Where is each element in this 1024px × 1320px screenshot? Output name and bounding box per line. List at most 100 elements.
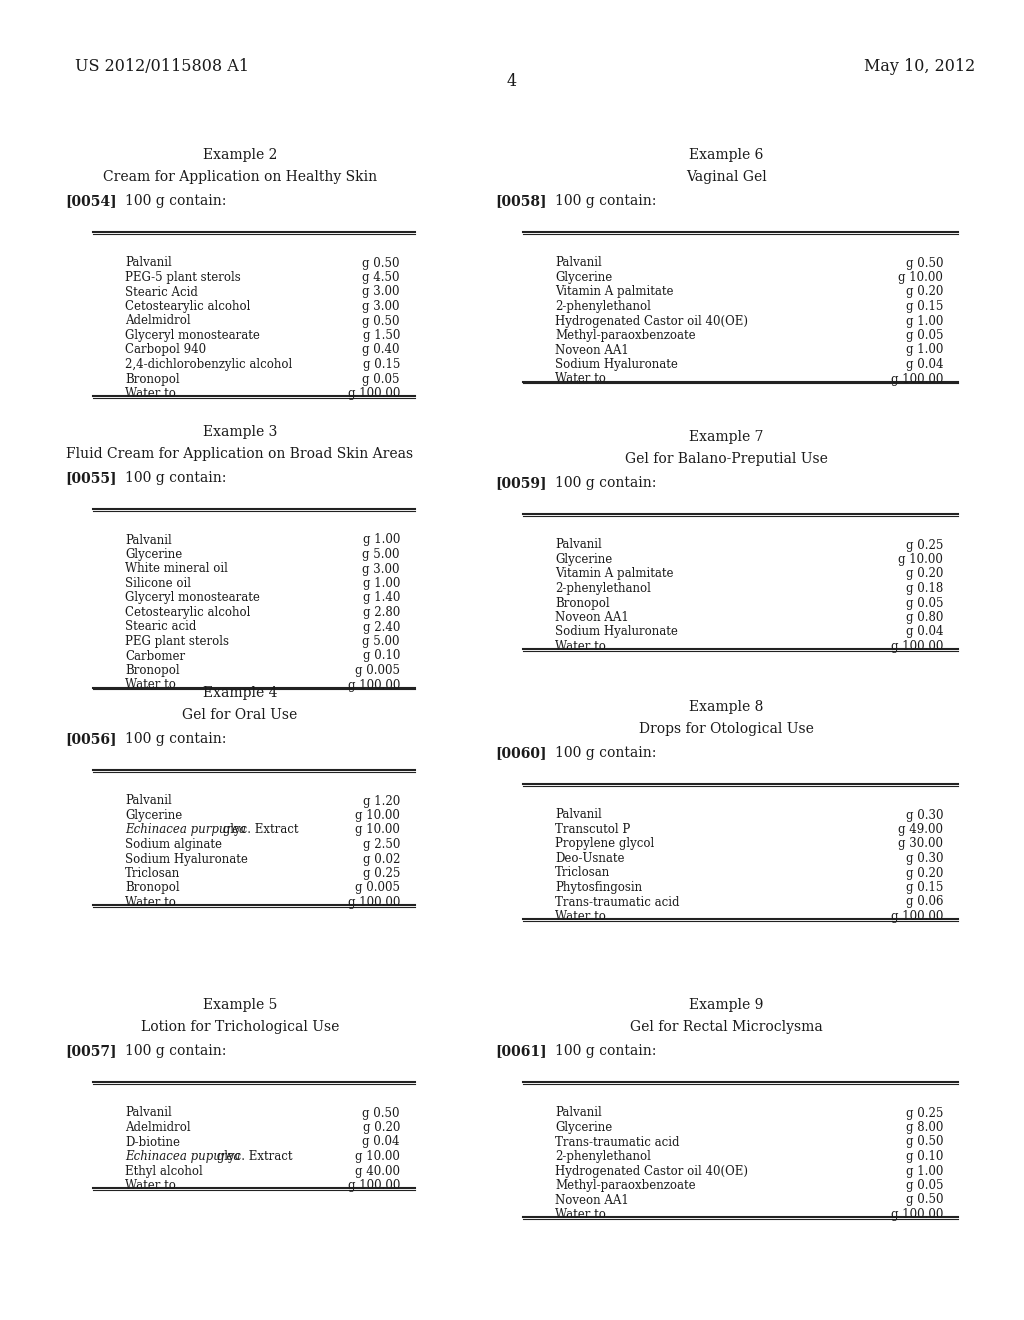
Text: Propylene glycol: Propylene glycol <box>555 837 654 850</box>
Text: g 0.04: g 0.04 <box>905 626 943 639</box>
Text: g 0.50: g 0.50 <box>905 1135 943 1148</box>
Text: Noveon AA1: Noveon AA1 <box>555 611 629 624</box>
Text: g 0.06: g 0.06 <box>905 895 943 908</box>
Text: Drops for Otological Use: Drops for Otological Use <box>639 722 814 737</box>
Text: 2-phenylethanol: 2-phenylethanol <box>555 300 651 313</box>
Text: May 10, 2012: May 10, 2012 <box>864 58 975 75</box>
Text: g 1.00: g 1.00 <box>362 577 400 590</box>
Text: g 0.50: g 0.50 <box>905 1193 943 1206</box>
Text: Sodium Hyaluronate: Sodium Hyaluronate <box>125 853 248 866</box>
Text: Bronopol: Bronopol <box>125 372 179 385</box>
Text: Methyl-paraoxbenzoate: Methyl-paraoxbenzoate <box>555 1179 695 1192</box>
Text: Bronopol: Bronopol <box>555 597 609 610</box>
Text: [0060]: [0060] <box>495 746 547 760</box>
Text: Example 4: Example 4 <box>203 686 278 700</box>
Text: g 0.50: g 0.50 <box>362 1106 400 1119</box>
Text: Vitamin A palmitate: Vitamin A palmitate <box>555 568 674 581</box>
Text: [0061]: [0061] <box>495 1044 547 1059</box>
Text: 100 g contain:: 100 g contain: <box>125 471 226 484</box>
Text: 100 g contain:: 100 g contain: <box>125 1044 226 1059</box>
Text: g 0.005: g 0.005 <box>355 664 400 677</box>
Text: Glyceryl monostearate: Glyceryl monostearate <box>125 329 260 342</box>
Text: D-biotine: D-biotine <box>125 1135 180 1148</box>
Text: Palvanil: Palvanil <box>555 1106 602 1119</box>
Text: g 100.00: g 100.00 <box>347 678 400 692</box>
Text: g 3.00: g 3.00 <box>362 300 400 313</box>
Text: Gel for Balano-Preputial Use: Gel for Balano-Preputial Use <box>625 451 828 466</box>
Text: Lotion for Trichological Use: Lotion for Trichological Use <box>141 1020 339 1034</box>
Text: g 5.00: g 5.00 <box>362 548 400 561</box>
Text: g 0.05: g 0.05 <box>905 1179 943 1192</box>
Text: 2-phenylethanol: 2-phenylethanol <box>555 582 651 595</box>
Text: g 0.20: g 0.20 <box>362 1121 400 1134</box>
Text: Carbopol 940: Carbopol 940 <box>125 343 206 356</box>
Text: Water to: Water to <box>555 909 606 923</box>
Text: g 100.00: g 100.00 <box>891 640 943 653</box>
Text: g 0.20: g 0.20 <box>905 568 943 581</box>
Text: Water to: Water to <box>125 678 176 692</box>
Text: g 1.00: g 1.00 <box>905 314 943 327</box>
Text: g 10.00: g 10.00 <box>355 809 400 822</box>
Text: glyc. Extract: glyc. Extract <box>213 1150 293 1163</box>
Text: Adelmidrol: Adelmidrol <box>125 1121 190 1134</box>
Text: Adelmidrol: Adelmidrol <box>125 314 190 327</box>
Text: Glycerine: Glycerine <box>555 271 612 284</box>
Text: g 1.50: g 1.50 <box>362 329 400 342</box>
Text: g 0.30: g 0.30 <box>905 851 943 865</box>
Text: g 10.00: g 10.00 <box>898 553 943 566</box>
Text: Deo-Usnate: Deo-Usnate <box>555 851 625 865</box>
Text: Hydrogenated Castor oil 40(OE): Hydrogenated Castor oil 40(OE) <box>555 314 748 327</box>
Text: Echinacea purpurea: Echinacea purpurea <box>125 824 246 837</box>
Text: g 0.04: g 0.04 <box>905 358 943 371</box>
Text: Palvanil: Palvanil <box>555 256 602 269</box>
Text: g 3.00: g 3.00 <box>362 562 400 576</box>
Text: Echinacea pupurea: Echinacea pupurea <box>125 1150 241 1163</box>
Text: Glycerine: Glycerine <box>125 809 182 822</box>
Text: PEG-5 plant sterols: PEG-5 plant sterols <box>125 271 241 284</box>
Text: Example 9: Example 9 <box>689 998 764 1012</box>
Text: 4: 4 <box>507 73 517 90</box>
Text: g 0.25: g 0.25 <box>905 1106 943 1119</box>
Text: 2,4-dichlorobenzylic alcohol: 2,4-dichlorobenzylic alcohol <box>125 358 292 371</box>
Text: g 0.25: g 0.25 <box>362 867 400 880</box>
Text: Water to: Water to <box>125 1179 176 1192</box>
Text: Palvanil: Palvanil <box>555 808 602 821</box>
Text: Bronopol: Bronopol <box>125 882 179 895</box>
Text: g 0.50: g 0.50 <box>362 314 400 327</box>
Text: 100 g contain:: 100 g contain: <box>555 746 656 760</box>
Text: Example 3: Example 3 <box>203 425 278 440</box>
Text: Hydrogenated Castor oil 40(OE): Hydrogenated Castor oil 40(OE) <box>555 1164 748 1177</box>
Text: Noveon AA1: Noveon AA1 <box>555 1193 629 1206</box>
Text: g 0.05: g 0.05 <box>905 597 943 610</box>
Text: Palvanil: Palvanil <box>125 795 172 808</box>
Text: g 0.20: g 0.20 <box>905 866 943 879</box>
Text: Water to: Water to <box>125 387 176 400</box>
Text: g 0.20: g 0.20 <box>905 285 943 298</box>
Text: g 100.00: g 100.00 <box>891 1208 943 1221</box>
Text: Sodium Hyaluronate: Sodium Hyaluronate <box>555 626 678 639</box>
Text: g 0.25: g 0.25 <box>905 539 943 552</box>
Text: 2-phenylethanol: 2-phenylethanol <box>555 1150 651 1163</box>
Text: Cetostearylic alcohol: Cetostearylic alcohol <box>125 606 251 619</box>
Text: g 0.15: g 0.15 <box>905 880 943 894</box>
Text: g 0.05: g 0.05 <box>905 329 943 342</box>
Text: Glycerine: Glycerine <box>125 548 182 561</box>
Text: Sodium Hyaluronate: Sodium Hyaluronate <box>555 358 678 371</box>
Text: [0054]: [0054] <box>65 194 117 209</box>
Text: g 5.00: g 5.00 <box>362 635 400 648</box>
Text: g 100.00: g 100.00 <box>891 909 943 923</box>
Text: g 1.00: g 1.00 <box>905 1164 943 1177</box>
Text: g 0.10: g 0.10 <box>362 649 400 663</box>
Text: g 8.00: g 8.00 <box>905 1121 943 1134</box>
Text: Stearic acid: Stearic acid <box>125 620 197 634</box>
Text: 100 g contain:: 100 g contain: <box>125 733 226 746</box>
Text: g 1.40: g 1.40 <box>362 591 400 605</box>
Text: White mineral oil: White mineral oil <box>125 562 228 576</box>
Text: Example 2: Example 2 <box>203 148 278 162</box>
Text: Water to: Water to <box>555 1208 606 1221</box>
Text: g 1.20: g 1.20 <box>362 795 400 808</box>
Text: Palvanil: Palvanil <box>555 539 602 552</box>
Text: Trans-traumatic acid: Trans-traumatic acid <box>555 1135 680 1148</box>
Text: Phytosfingosin: Phytosfingosin <box>555 880 642 894</box>
Text: 100 g contain:: 100 g contain: <box>555 1044 656 1059</box>
